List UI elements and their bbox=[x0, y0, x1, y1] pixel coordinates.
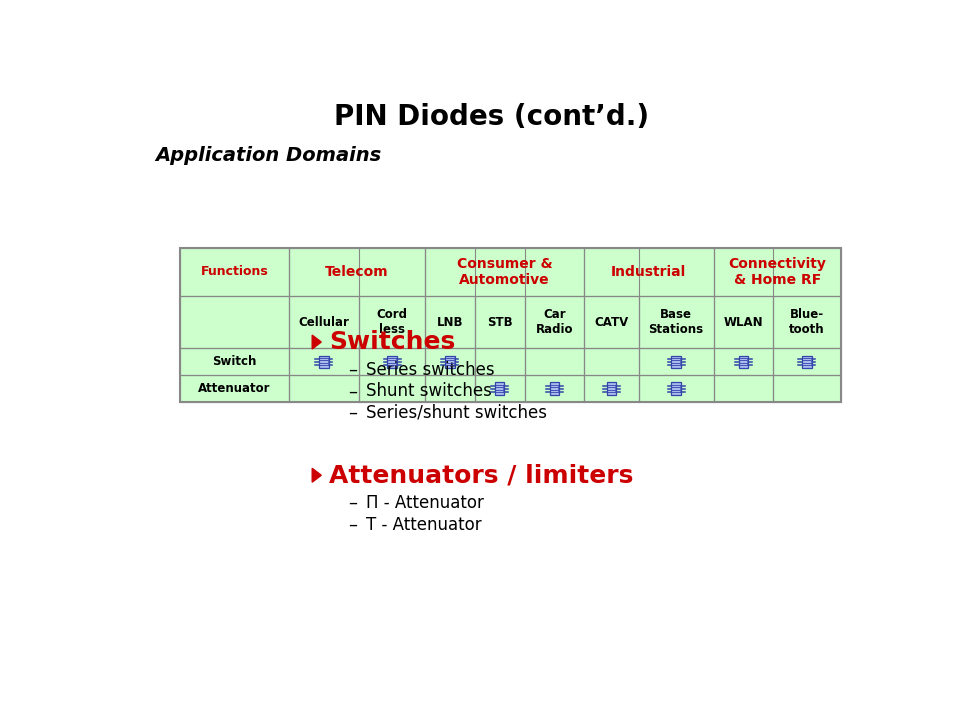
Text: Attenuators / limiters: Attenuators / limiters bbox=[329, 463, 634, 487]
Bar bbox=[289, 296, 359, 348]
Text: –: – bbox=[348, 494, 357, 512]
Bar bbox=[180, 248, 841, 402]
Bar bbox=[425, 348, 475, 375]
Bar bbox=[739, 356, 748, 368]
Bar bbox=[475, 348, 525, 375]
Text: Cellular: Cellular bbox=[299, 315, 349, 328]
Text: Car
Radio: Car Radio bbox=[536, 308, 573, 336]
Bar bbox=[638, 296, 714, 348]
Text: WLAN: WLAN bbox=[724, 315, 763, 328]
Bar bbox=[714, 348, 773, 375]
Bar bbox=[525, 296, 584, 348]
Text: Connectivity
& Home RF: Connectivity & Home RF bbox=[729, 257, 827, 287]
Text: CATV: CATV bbox=[594, 315, 629, 328]
Bar bbox=[180, 248, 289, 296]
Bar bbox=[803, 356, 811, 368]
Bar bbox=[671, 382, 681, 395]
Bar bbox=[773, 375, 841, 402]
Bar bbox=[714, 248, 841, 296]
Bar bbox=[359, 375, 425, 402]
Polygon shape bbox=[312, 335, 322, 349]
Text: T - Attenuator: T - Attenuator bbox=[367, 516, 482, 534]
Bar bbox=[425, 375, 475, 402]
Bar bbox=[607, 382, 616, 395]
Bar bbox=[180, 296, 289, 348]
Bar bbox=[525, 348, 584, 375]
Bar bbox=[584, 248, 714, 296]
Bar bbox=[495, 382, 504, 395]
Text: –: – bbox=[348, 404, 357, 422]
Bar bbox=[320, 356, 328, 368]
Bar bbox=[445, 356, 455, 368]
Bar bbox=[550, 382, 559, 395]
Text: STB: STB bbox=[487, 315, 513, 328]
Bar bbox=[475, 375, 525, 402]
Text: Cord
less: Cord less bbox=[376, 308, 408, 336]
Text: –: – bbox=[348, 361, 357, 379]
Text: Attenuator: Attenuator bbox=[199, 382, 271, 395]
Bar bbox=[671, 356, 681, 368]
Polygon shape bbox=[312, 468, 322, 482]
Bar bbox=[714, 296, 773, 348]
Bar bbox=[425, 248, 584, 296]
Bar bbox=[388, 356, 396, 368]
Text: Functions: Functions bbox=[201, 266, 269, 279]
Bar bbox=[525, 375, 584, 402]
Bar bbox=[584, 375, 638, 402]
Text: Consumer &
Automotive: Consumer & Automotive bbox=[457, 257, 552, 287]
Text: Base
Stations: Base Stations bbox=[649, 308, 704, 336]
Bar bbox=[425, 296, 475, 348]
Text: Series/shunt switches: Series/shunt switches bbox=[367, 404, 547, 422]
Bar bbox=[773, 296, 841, 348]
Bar bbox=[584, 296, 638, 348]
Text: Shunt switches: Shunt switches bbox=[367, 382, 492, 400]
Bar bbox=[359, 348, 425, 375]
Bar bbox=[773, 348, 841, 375]
Text: Switch: Switch bbox=[212, 355, 256, 368]
Bar bbox=[714, 375, 773, 402]
Text: –: – bbox=[348, 516, 357, 534]
Text: Blue-
tooth: Blue- tooth bbox=[789, 308, 825, 336]
Text: LNB: LNB bbox=[437, 315, 463, 328]
Text: PIN Diodes (cont’d.): PIN Diodes (cont’d.) bbox=[334, 103, 650, 131]
Text: Switches: Switches bbox=[329, 330, 455, 354]
Bar bbox=[180, 348, 289, 375]
Text: Telecom: Telecom bbox=[325, 265, 389, 279]
Bar bbox=[180, 375, 289, 402]
Text: –: – bbox=[348, 382, 357, 400]
Text: Industrial: Industrial bbox=[612, 265, 686, 279]
Bar bbox=[475, 296, 525, 348]
Bar bbox=[359, 296, 425, 348]
Text: Π - Attenuator: Π - Attenuator bbox=[367, 494, 485, 512]
Bar bbox=[638, 348, 714, 375]
Bar bbox=[584, 348, 638, 375]
Bar bbox=[289, 248, 425, 296]
Bar bbox=[289, 348, 359, 375]
Bar bbox=[638, 375, 714, 402]
Text: Series switches: Series switches bbox=[367, 361, 495, 379]
Bar bbox=[289, 375, 359, 402]
Text: Application Domains: Application Domains bbox=[155, 146, 381, 165]
